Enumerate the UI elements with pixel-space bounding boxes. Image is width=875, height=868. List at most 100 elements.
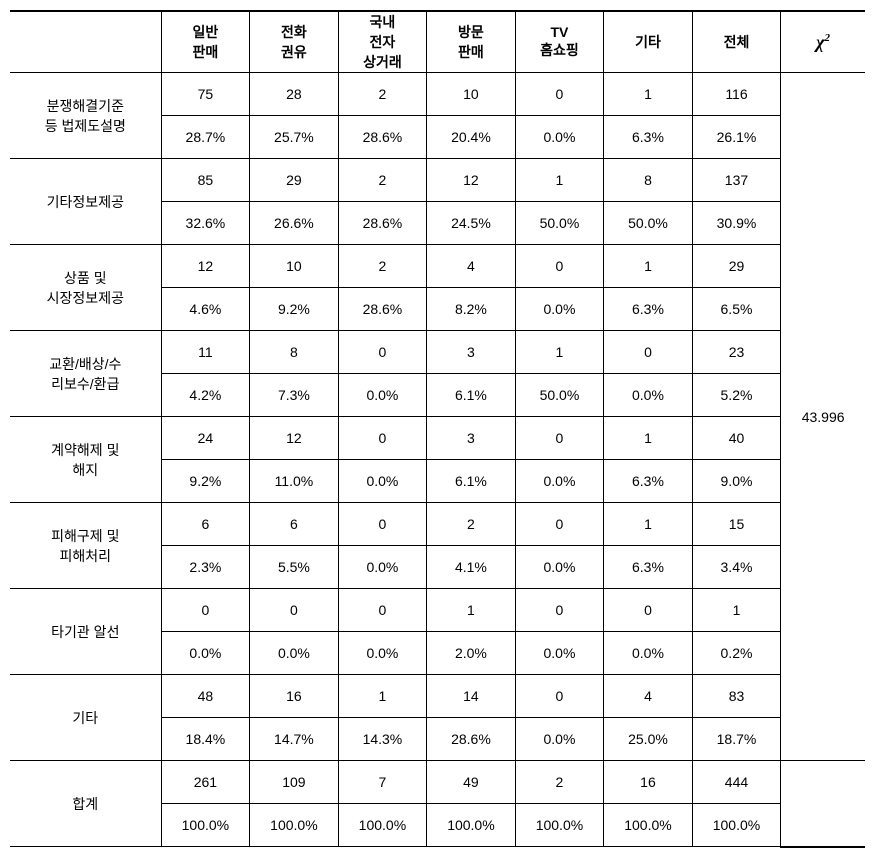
cell-percent: 4.2% [161,374,250,417]
row-label: 합계 [10,761,161,847]
cell-count: 0 [338,589,427,632]
cell-percent: 4.6% [161,288,250,331]
cell-percent: 0.0% [515,460,604,503]
cell-count: 1 [604,245,693,288]
cell-percent: 4.1% [427,546,516,589]
header-row: 일반판매 전화권유 국내전자상거래 방문판매 TV홈쇼핑 기타 전체 χ2 [10,11,865,73]
cell-percent: 0.0% [515,288,604,331]
cell-percent: 5.2% [692,374,781,417]
cell-percent: 26.6% [250,202,339,245]
cell-count: 1 [515,331,604,374]
stats-table: 일반판매 전화권유 국내전자상거래 방문판매 TV홈쇼핑 기타 전체 χ2 분쟁… [10,10,865,848]
cell-count: 14 [427,675,516,718]
table-row: 교환/배상/수리보수/환급118031023 [10,331,865,374]
cell-count: 2 [515,761,604,804]
cell-percent: 6.3% [604,460,693,503]
chi-squared-symbol: χ2 [816,32,830,52]
cell-count: 10 [250,245,339,288]
row-label: 계약해제 및해지 [10,417,161,503]
header-c1: 일반판매 [161,11,250,73]
cell-count: 12 [427,159,516,202]
header-c3: 국내전자상거래 [338,11,427,73]
cell-percent: 50.0% [604,202,693,245]
cell-count: 29 [692,245,781,288]
cell-count: 11 [161,331,250,374]
cell-count: 49 [427,761,516,804]
cell-percent: 0.0% [515,546,604,589]
cell-count: 0 [515,245,604,288]
cell-count: 1 [515,159,604,202]
cell-percent: 6.3% [604,546,693,589]
header-c4: 방문판매 [427,11,516,73]
header-c7: 전체 [692,11,781,73]
header-c2: 전화권유 [250,11,339,73]
cell-percent: 0.0% [604,374,693,417]
cell-count: 12 [161,245,250,288]
cell-count: 109 [250,761,339,804]
cell-count: 23 [692,331,781,374]
cell-count: 0 [338,331,427,374]
cell-count: 6 [161,503,250,546]
cell-count: 8 [604,159,693,202]
cell-count: 0 [515,417,604,460]
cell-percent: 100.0% [161,804,250,847]
cell-percent: 0.0% [338,374,427,417]
cell-percent: 6.1% [427,460,516,503]
cell-count: 7 [338,761,427,804]
cell-count: 2 [338,159,427,202]
cell-count: 15 [692,503,781,546]
cell-percent: 0.0% [338,632,427,675]
cell-count: 0 [161,589,250,632]
cell-count: 1 [692,589,781,632]
cell-percent: 26.1% [692,116,781,159]
cell-percent: 100.0% [250,804,339,847]
table-row: 타기관 알선0001001 [10,589,865,632]
cell-count: 116 [692,73,781,116]
table-row: 합계261109749216444 [10,761,865,804]
cell-percent: 50.0% [515,374,604,417]
table-row: 기타48161140483 [10,675,865,718]
cell-count: 4 [604,675,693,718]
cell-percent: 18.7% [692,718,781,761]
cell-percent: 14.7% [250,718,339,761]
row-label: 분쟁해결기준등 법제도설명 [10,73,161,159]
cell-count: 6 [250,503,339,546]
cell-count: 137 [692,159,781,202]
cell-count: 1 [604,73,693,116]
cell-percent: 9.2% [250,288,339,331]
cell-count: 0 [515,675,604,718]
cell-count: 0 [250,589,339,632]
cell-count: 83 [692,675,781,718]
cell-count: 0 [515,589,604,632]
cell-percent: 28.6% [338,116,427,159]
cell-percent: 30.9% [692,202,781,245]
cell-count: 444 [692,761,781,804]
table-row: 상품 및시장정보제공1210240129 [10,245,865,288]
cell-count: 75 [161,73,250,116]
cell-percent: 5.5% [250,546,339,589]
cell-count: 16 [604,761,693,804]
cell-percent: 24.5% [427,202,516,245]
cell-count: 261 [161,761,250,804]
cell-percent: 0.0% [604,632,693,675]
cell-count: 85 [161,159,250,202]
cell-percent: 3.4% [692,546,781,589]
cell-count: 1 [427,589,516,632]
cell-count: 0 [604,589,693,632]
cell-count: 28 [250,73,339,116]
cell-percent: 6.3% [604,288,693,331]
header-chi: χ2 [781,11,865,73]
cell-percent: 0.0% [338,460,427,503]
cell-percent: 6.3% [604,116,693,159]
cell-percent: 18.4% [161,718,250,761]
cell-percent: 9.0% [692,460,781,503]
cell-percent: 28.7% [161,116,250,159]
row-label: 상품 및시장정보제공 [10,245,161,331]
cell-percent: 100.0% [338,804,427,847]
cell-percent: 0.0% [161,632,250,675]
cell-percent: 11.0% [250,460,339,503]
cell-count: 0 [338,417,427,460]
cell-percent: 28.6% [338,202,427,245]
cell-percent: 0.0% [250,632,339,675]
cell-count: 0 [338,503,427,546]
